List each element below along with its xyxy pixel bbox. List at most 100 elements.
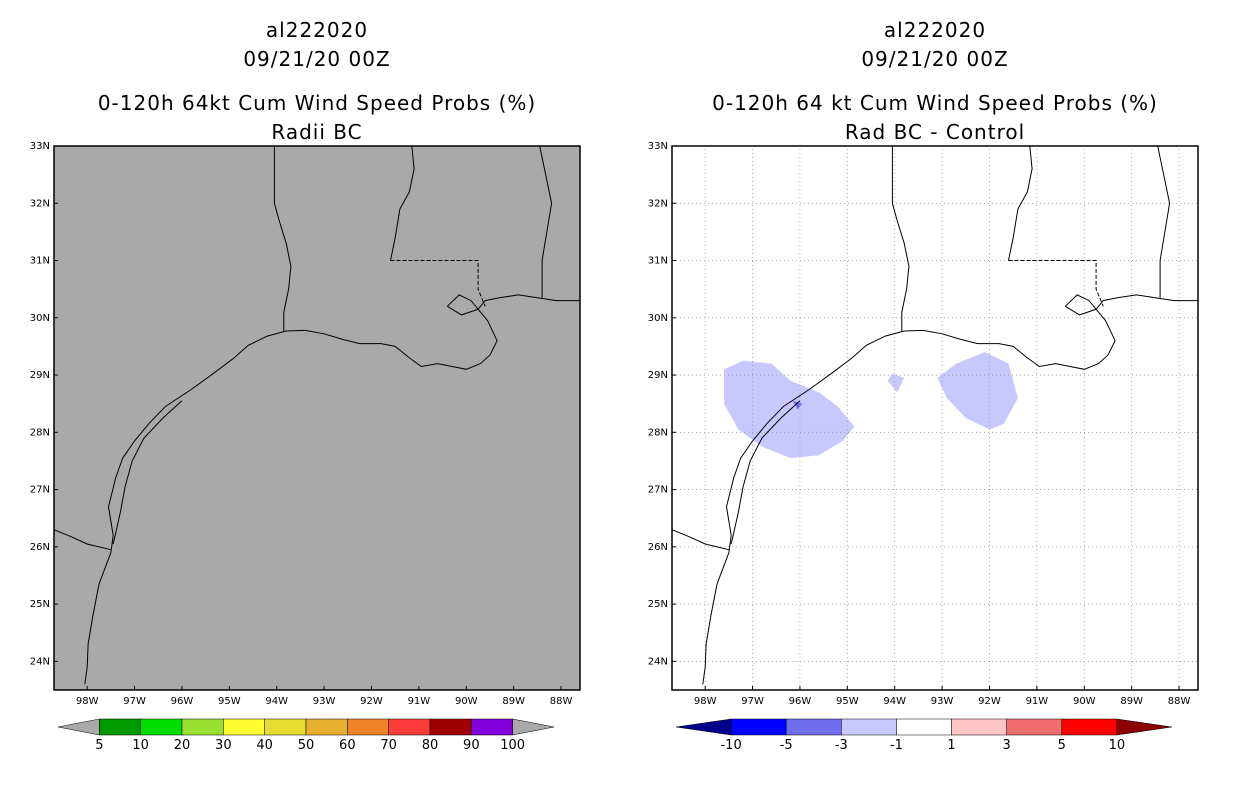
- barrier-island: [730, 400, 801, 545]
- colorbar-segment: [181, 718, 224, 736]
- lat-tick-label: 26N: [648, 542, 668, 553]
- right-subtitle: Rad BC - Control: [844, 120, 1026, 144]
- colorbar-segment: [305, 718, 348, 736]
- lon-tick-label: 93W: [313, 696, 336, 707]
- lon-tick-label: 91W: [408, 696, 431, 707]
- lat-tick-label: 31N: [30, 256, 50, 267]
- lon-tick-label: 96W: [789, 696, 812, 707]
- lat-tick-label: 33N: [30, 141, 50, 152]
- left-storm-id: al222020: [265, 18, 369, 42]
- lon-tick-label: 92W: [360, 696, 383, 707]
- colorbar-label: -10: [720, 738, 741, 753]
- colorbar-segment: [951, 718, 1007, 736]
- lon-tick-label: 88W: [550, 696, 573, 707]
- lon-tick-label: 95W: [218, 696, 241, 707]
- lake-pontchartrain: [1064, 294, 1097, 316]
- map-frame: [671, 145, 1199, 691]
- lat-tick-label: 25N: [648, 599, 668, 610]
- colorbar-segment: [841, 718, 897, 736]
- colorbar-label: 50: [298, 738, 315, 753]
- la-ms-border: [390, 260, 486, 307]
- colorbar-segment: [429, 718, 472, 736]
- colorbar-label: 60: [339, 738, 356, 753]
- lon-tick-label: 92W: [978, 696, 1001, 707]
- colorbar-label: 30: [215, 738, 232, 753]
- right-panel-title: al222020 09/21/20 00Z 0-120h 64 kt Cum W…: [672, 16, 1198, 147]
- lat-tick-label: 27N: [30, 485, 50, 496]
- lon-tick-label: 98W: [76, 696, 99, 707]
- left-datetime: 09/21/20 00Z: [243, 47, 391, 71]
- mississippi-river-border: [1008, 146, 1033, 261]
- colorbar-segment: [730, 718, 787, 736]
- colorbar-segment: [471, 718, 513, 736]
- left-subtitle: Radii BC: [271, 120, 363, 144]
- colorbar-label: 80: [422, 738, 439, 753]
- map-frame: [53, 145, 581, 691]
- lon-tick-label: 94W: [883, 696, 906, 707]
- colorbar-label: 90: [463, 738, 480, 753]
- lon-tick-label: 93W: [931, 696, 954, 707]
- map-background: [54, 146, 580, 690]
- right-map-panel: 33N 32N 31N 30N 29N 28N 27N 26N 25N 24N 98W 97W 96W 9…: [648, 141, 1199, 753]
- lon-tick-label: 91W: [1026, 696, 1049, 707]
- lon-tick-label: 89W: [502, 696, 525, 707]
- prob-diff-area-1: [724, 360, 855, 459]
- lon-tick-label: 96W: [171, 696, 194, 707]
- coastline: [702, 294, 1198, 685]
- lat-tick-label: 24N: [648, 656, 668, 667]
- colorbar-label: 70: [380, 738, 397, 753]
- lat-tick-label: 31N: [648, 256, 668, 267]
- ms-al-border: [1157, 146, 1171, 298]
- sabine-river-border: [891, 146, 910, 333]
- colorbar-arrow-high: [512, 718, 555, 736]
- colorbar-segment: [223, 718, 265, 736]
- lon-tick-label: 98W: [694, 696, 717, 707]
- colorbar-segment: [388, 718, 431, 736]
- colorbar-label: -3: [835, 738, 848, 753]
- lon-tick-label: 97W: [741, 696, 764, 707]
- colorbar-segment: [896, 718, 952, 736]
- lake-pontchartrain: [446, 294, 479, 316]
- la-ms-border: [1008, 260, 1104, 307]
- colorbar-label: 100: [500, 738, 525, 753]
- right-product-title: 0-120h 64 kt Cum Wind Speed Probs (%): [712, 91, 1158, 115]
- lon-tick-label: 89W: [1120, 696, 1143, 707]
- colorbar-segment: [99, 718, 141, 736]
- lat-tick-label: 32N: [648, 198, 668, 209]
- lon-tick-label: 94W: [265, 696, 288, 707]
- colorbar-arrow-low: [57, 718, 100, 736]
- colorbar-label: -1: [890, 738, 903, 753]
- colorbar-label: 10: [1109, 738, 1126, 753]
- colorbar-label: 5: [95, 738, 103, 753]
- colorbar-label: 1: [947, 738, 955, 753]
- colorbar-segment: [1061, 718, 1118, 736]
- mississippi-river-border: [390, 146, 415, 261]
- colorbar-label: 20: [174, 738, 191, 753]
- colorbar-segment: [347, 718, 389, 736]
- colorbar-arrow-low: [675, 718, 732, 736]
- lat-tick-label: 29N: [30, 370, 50, 381]
- colorbar-label: -5: [780, 738, 793, 753]
- colorbar-label: 40: [256, 738, 273, 753]
- colorbar-label: 5: [1058, 738, 1066, 753]
- map-content: [672, 146, 1198, 690]
- left-panel-title: al222020 09/21/20 00Z 0-120h 64kt Cum Wi…: [54, 16, 580, 147]
- lat-tick-label: 26N: [30, 542, 50, 553]
- left-map-panel: 33N 32N 31N 30N 29N 28N 27N 26N 25N 24N 98W 97W 96W 9…: [30, 141, 581, 753]
- lat-tick-label: 32N: [30, 198, 50, 209]
- lat-tick-label: 28N: [648, 427, 668, 438]
- colorbar-segment: [264, 718, 307, 736]
- map-content: [54, 146, 580, 685]
- lat-tick-label: 28N: [30, 427, 50, 438]
- lat-tick-label: 30N: [30, 313, 50, 324]
- coastline: [84, 294, 580, 685]
- prob-diff-area-3: [937, 352, 1018, 430]
- lon-tick-label: 88W: [1168, 696, 1191, 707]
- left-product-title: 0-120h 64kt Cum Wind Speed Probs (%): [97, 91, 537, 115]
- right-storm-id: al222020: [883, 18, 987, 42]
- prob-diff-area-2: [887, 373, 905, 393]
- lat-tick-label: 30N: [648, 313, 668, 324]
- right-datetime: 09/21/20 00Z: [861, 47, 1009, 71]
- colorbar-segment: [1006, 718, 1063, 736]
